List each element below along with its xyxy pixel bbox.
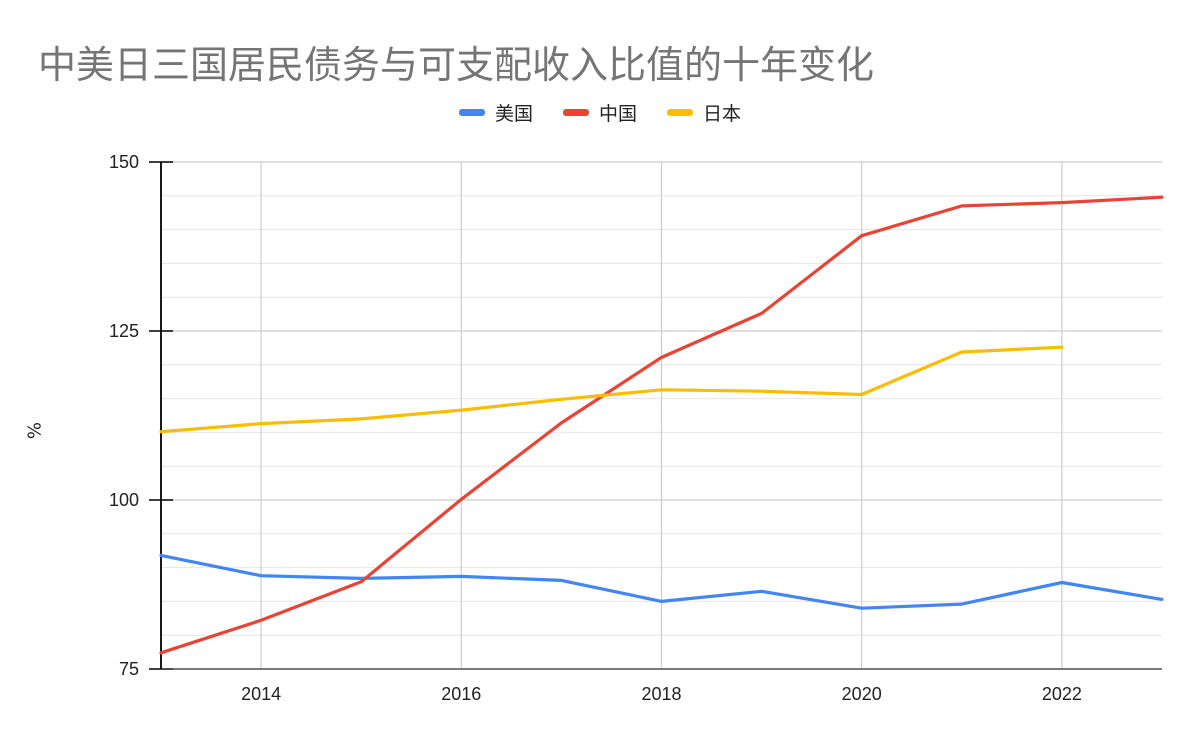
y-tick-label: 125	[109, 321, 139, 341]
y-tick-label: 150	[109, 152, 139, 172]
chart-title: 中美日三国居民债务与可支配收入比值的十年变化	[38, 43, 875, 87]
legend-label-china: 中国	[598, 103, 637, 125]
legend: 美国 中国 日本	[0, 99, 1200, 126]
legend-swatch-us	[458, 109, 485, 116]
x-tick-label: 2018	[641, 684, 681, 704]
x-tick-label: 2022	[1042, 684, 1082, 704]
x-tick-label: 2014	[241, 684, 281, 704]
legend-swatch-china	[562, 109, 589, 116]
series-line-0	[159, 553, 1164, 610]
legend-item-japan[interactable]: 日本	[667, 99, 741, 126]
legend-label-us: 美国	[494, 103, 533, 125]
series-line-1	[159, 195, 1164, 655]
legend-item-china[interactable]: 中国	[562, 99, 637, 126]
series-line-2	[159, 345, 1064, 434]
y-tick-label: 75	[119, 659, 139, 679]
legend-label-japan: 日本	[703, 103, 742, 125]
legend-item-us[interactable]: 美国	[458, 99, 533, 126]
y-tick-label: 100	[109, 490, 139, 510]
legend-swatch-japan	[667, 109, 693, 116]
x-tick-label: 2016	[441, 684, 481, 704]
x-tick-label: 2020	[842, 684, 882, 704]
